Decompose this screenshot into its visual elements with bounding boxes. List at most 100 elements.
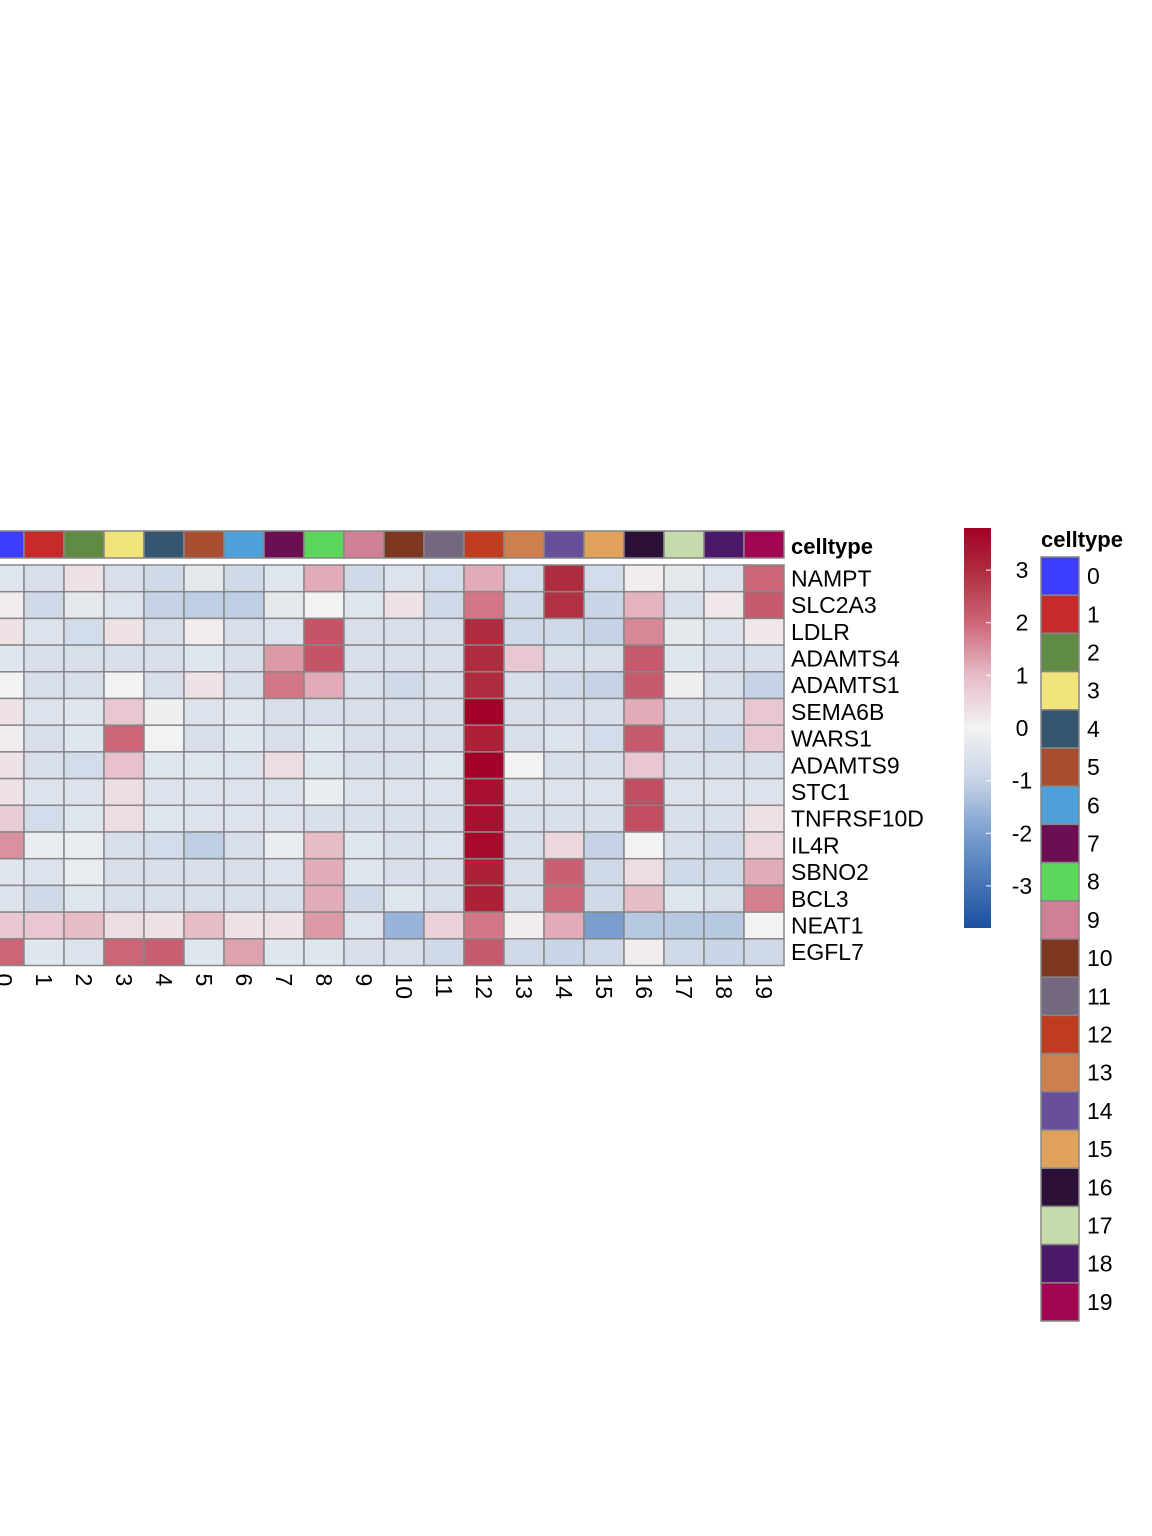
- legend-label: 4: [1087, 716, 1100, 742]
- heatmap-cell: [63, 751, 105, 780]
- heatmap-cell: [743, 884, 785, 913]
- row-label: ADAMTS1: [791, 672, 900, 698]
- heatmap-cell: [703, 617, 745, 646]
- heatmap-cell: [23, 831, 65, 860]
- heatmap-cell: [63, 911, 105, 940]
- heatmap-cell: [23, 724, 65, 753]
- heatmap-cell: [663, 697, 705, 726]
- heatmap-cell: [103, 644, 145, 673]
- heatmap-cell: [663, 804, 705, 833]
- row-label: SEMA6B: [791, 699, 884, 725]
- heatmap-cell: [63, 590, 105, 620]
- legend-swatch-6: [1040, 785, 1080, 826]
- heatmap-cell: [383, 777, 425, 807]
- heatmap-cell: [303, 857, 345, 887]
- heatmap-cell: [463, 751, 505, 780]
- legend-swatch-17: [1040, 1205, 1080, 1246]
- heatmap-cell: [223, 884, 265, 913]
- row-label: LDLR: [791, 619, 850, 645]
- heatmap-cell: [543, 911, 585, 940]
- heatmap-cell: [503, 724, 545, 753]
- legend-swatch-14: [1040, 1091, 1080, 1131]
- heatmap-cell: [303, 804, 345, 833]
- heatmap-cell: [623, 724, 665, 753]
- legend-label: 12: [1087, 1022, 1113, 1048]
- heatmap-cell: [63, 804, 105, 833]
- row-labels: NAMPTSLC2A3LDLRADAMTS4ADAMTS1SEMA6BWARS1…: [791, 565, 924, 965]
- heatmap-cell: [583, 751, 625, 780]
- heatmap-cell: [263, 564, 305, 593]
- heatmap-cell: [183, 644, 225, 673]
- heatmap-cell: [543, 697, 585, 726]
- heatmap-cell: [223, 697, 265, 726]
- heatmap-cell: [143, 831, 185, 860]
- heatmap-cell: [543, 884, 585, 913]
- heatmap-cell: [543, 857, 585, 887]
- heatmap-cell: [463, 671, 505, 700]
- heatmap-cell: [263, 857, 305, 887]
- heatmap-cell: [383, 831, 425, 860]
- heatmap-cell: [303, 644, 345, 673]
- heatmap-cell: [543, 831, 585, 860]
- color-scale-tick-label: 0: [1016, 715, 1029, 741]
- heatmap-cell: [143, 590, 185, 620]
- heatmap-cell: [0, 564, 25, 593]
- color-scale-tick-label: -3: [1012, 873, 1032, 899]
- heatmap-cell: [223, 564, 265, 593]
- heatmap-cell: [743, 857, 785, 887]
- heatmap-cell: [103, 590, 145, 620]
- heatmap-cell: [103, 831, 145, 860]
- heatmap-cell: [0, 777, 25, 807]
- heatmap-cell: [0, 938, 25, 967]
- heatmap-cell: [23, 804, 65, 833]
- legend-swatch-18: [1040, 1243, 1080, 1284]
- heatmap-cell: [183, 590, 225, 620]
- heatmap-cell: [103, 724, 145, 753]
- heatmap-cell: [583, 777, 625, 807]
- legend-swatch-10: [1040, 938, 1080, 978]
- legend-swatch-0: [1040, 556, 1080, 596]
- heatmap-cell: [583, 938, 625, 967]
- legend-swatch-12: [1040, 1014, 1080, 1055]
- column-label: 2: [71, 974, 97, 987]
- legend-label: 9: [1087, 907, 1100, 933]
- heatmap-cell: [463, 884, 505, 913]
- heatmap-cell: [703, 644, 745, 673]
- annotation-cell-6: [223, 530, 265, 559]
- heatmap-cell: [23, 617, 65, 646]
- heatmap-cell: [63, 697, 105, 726]
- heatmap-cell: [663, 751, 705, 780]
- heatmap-cell: [583, 697, 625, 726]
- heatmap-cell: [623, 590, 665, 620]
- annotation-cell-2: [63, 530, 105, 559]
- heatmap-cell: [703, 857, 745, 887]
- heatmap-cell: [583, 724, 625, 753]
- heatmap-cell: [703, 751, 745, 780]
- heatmap-cell: [0, 617, 25, 646]
- heatmap-cell: [423, 777, 465, 807]
- column-label: 1: [31, 974, 57, 987]
- heatmap-cell: [23, 644, 65, 673]
- heatmap-cell: [343, 697, 385, 726]
- heatmap-cell: [263, 938, 305, 967]
- heatmap-cell: [663, 671, 705, 700]
- heatmap-cell: [463, 724, 505, 753]
- legend-label: 11: [1087, 983, 1111, 1009]
- heatmap-cell: [303, 671, 345, 700]
- heatmap-cell: [343, 617, 385, 646]
- annotation-cell-3: [103, 530, 145, 559]
- annotation-cell-11: [423, 530, 465, 559]
- heatmap-cell: [743, 831, 785, 860]
- heatmap-cell: [63, 671, 105, 700]
- heatmap-cell: [223, 777, 265, 807]
- annotation-cell-16: [623, 530, 665, 559]
- heatmap-cell: [503, 804, 545, 833]
- annotation-cell-4: [143, 530, 185, 559]
- heatmap-cell: [623, 884, 665, 913]
- heatmap-cell: [423, 697, 465, 726]
- heatmap-cell: [143, 777, 185, 807]
- annotation-cell-19: [743, 530, 785, 559]
- heatmap-cell: [0, 724, 25, 753]
- heatmap-cell: [223, 724, 265, 753]
